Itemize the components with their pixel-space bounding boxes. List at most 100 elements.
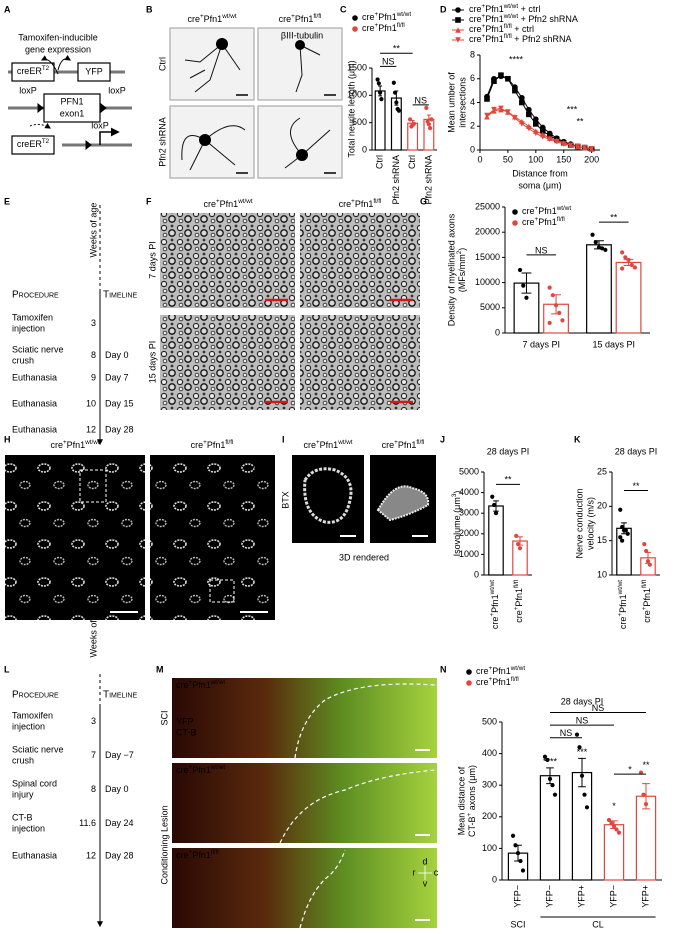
procedure: Spinal cord xyxy=(12,778,57,788)
panel-letter: E xyxy=(4,196,10,206)
image xyxy=(169,105,255,179)
column-label: cre+Pfn1wt/wt xyxy=(187,13,236,24)
compass-label: d xyxy=(422,856,427,866)
column-header: Timeline xyxy=(103,290,137,301)
y-tick-label: 500 xyxy=(352,117,367,127)
y-tick-label: 10000 xyxy=(475,277,500,287)
diagram-label: creERT2 xyxy=(17,138,50,149)
group-label: SCI xyxy=(510,919,525,929)
procedure: Euthanasia xyxy=(12,372,57,382)
compass-label: r xyxy=(413,867,416,877)
x-tick-label: 100 xyxy=(528,154,543,164)
legend-label: cre+Pfn1wt/wt xyxy=(362,11,411,22)
error-bar xyxy=(521,272,532,294)
nmj xyxy=(376,485,430,522)
data-point xyxy=(614,827,619,832)
group-label: CL xyxy=(592,919,604,929)
y-tick-label: 15 xyxy=(597,535,607,545)
y-axis-label: Total neurite length (μm) xyxy=(346,60,356,157)
data-point xyxy=(493,511,499,516)
column-header: Procedure xyxy=(12,290,59,301)
data-point xyxy=(596,245,602,250)
diagram-title: Tamoxifen-inducible xyxy=(18,32,98,42)
y-tick-label: 2 xyxy=(470,121,475,131)
panel-letter: C xyxy=(340,4,347,14)
procedure: injection xyxy=(12,323,45,333)
y-tick-label: 1500 xyxy=(347,62,367,72)
data-point xyxy=(547,320,552,326)
significance-label: ** xyxy=(576,116,584,126)
row-label: Pfn2 shRNA xyxy=(157,117,167,167)
data-point xyxy=(517,267,523,273)
series-line xyxy=(486,107,592,150)
loxp-site xyxy=(85,139,92,151)
data-point xyxy=(647,562,652,567)
data-point xyxy=(429,117,434,122)
significance-label: ** xyxy=(610,212,618,222)
y-tick-label: 5000 xyxy=(480,302,500,312)
micrographs-m xyxy=(172,678,437,929)
legend-marker xyxy=(466,669,472,675)
y-tick-label: 500 xyxy=(482,716,497,726)
column-header: Procedure xyxy=(12,690,59,701)
panel-letter: M xyxy=(156,664,164,674)
procedure: crush xyxy=(12,355,34,365)
renderings-i xyxy=(292,455,436,543)
data-point xyxy=(616,830,622,835)
bar xyxy=(539,775,561,881)
soma xyxy=(295,40,305,50)
y-axis-label: intersections xyxy=(457,77,467,128)
data-point xyxy=(515,851,521,856)
legend-label: cre+Pfn1fl/fl xyxy=(476,676,519,687)
data-point xyxy=(560,141,567,147)
data-point xyxy=(424,105,429,111)
y-axis-label: Density of myelinated axons xyxy=(446,213,456,326)
image xyxy=(300,213,420,308)
image xyxy=(160,213,295,308)
x-tick-label: 200 xyxy=(584,154,599,164)
compass-label: c xyxy=(434,867,439,877)
procedure: Euthanasia xyxy=(12,424,57,434)
significance-label: NS xyxy=(576,716,589,726)
data-point xyxy=(625,531,630,536)
column-label: cre+Pfn1wt/wt xyxy=(203,198,252,209)
y-axis-label: Isovolume (μm3) xyxy=(451,491,462,557)
data-point xyxy=(620,266,625,271)
y-axis-label: Mean umber of xyxy=(446,72,456,133)
y-tick-label: 2000 xyxy=(459,528,479,538)
lesion-border xyxy=(294,683,436,759)
diagram-label: exon1 xyxy=(60,108,85,118)
data-point xyxy=(560,318,565,323)
procedure: CT-B xyxy=(12,812,33,822)
data-point xyxy=(644,548,649,554)
y-tick-label: 0 xyxy=(495,327,500,337)
data-point xyxy=(618,507,623,512)
x-tick-label: 0 xyxy=(477,154,482,164)
data-point xyxy=(577,745,582,750)
x-tick-label: YFP− xyxy=(512,885,522,908)
panel-letter: J xyxy=(440,434,445,444)
data-point xyxy=(491,78,497,84)
data-point xyxy=(376,81,381,86)
data-point xyxy=(411,121,416,126)
data-point xyxy=(391,80,396,85)
y-tick-label: 0 xyxy=(362,144,367,154)
image xyxy=(150,455,275,620)
y-tick-label: 300 xyxy=(482,780,497,790)
x-tick-label: 7 days PI xyxy=(522,339,560,349)
day: Day 28 xyxy=(105,850,134,860)
bar xyxy=(513,282,540,334)
legend-label: cre+Pfn1fl/fl xyxy=(362,22,405,33)
row-label: 7 days PI xyxy=(147,241,157,279)
data-point xyxy=(526,111,532,118)
image xyxy=(160,315,295,410)
image xyxy=(172,678,437,758)
procedure: crush xyxy=(12,755,34,765)
data-point xyxy=(574,143,581,150)
data-point xyxy=(611,824,617,829)
data-point xyxy=(626,257,631,263)
bar xyxy=(488,505,504,576)
data-point xyxy=(428,126,433,131)
x-tick-label: Pfn2 shRNA xyxy=(423,155,433,205)
arrow xyxy=(29,122,52,129)
